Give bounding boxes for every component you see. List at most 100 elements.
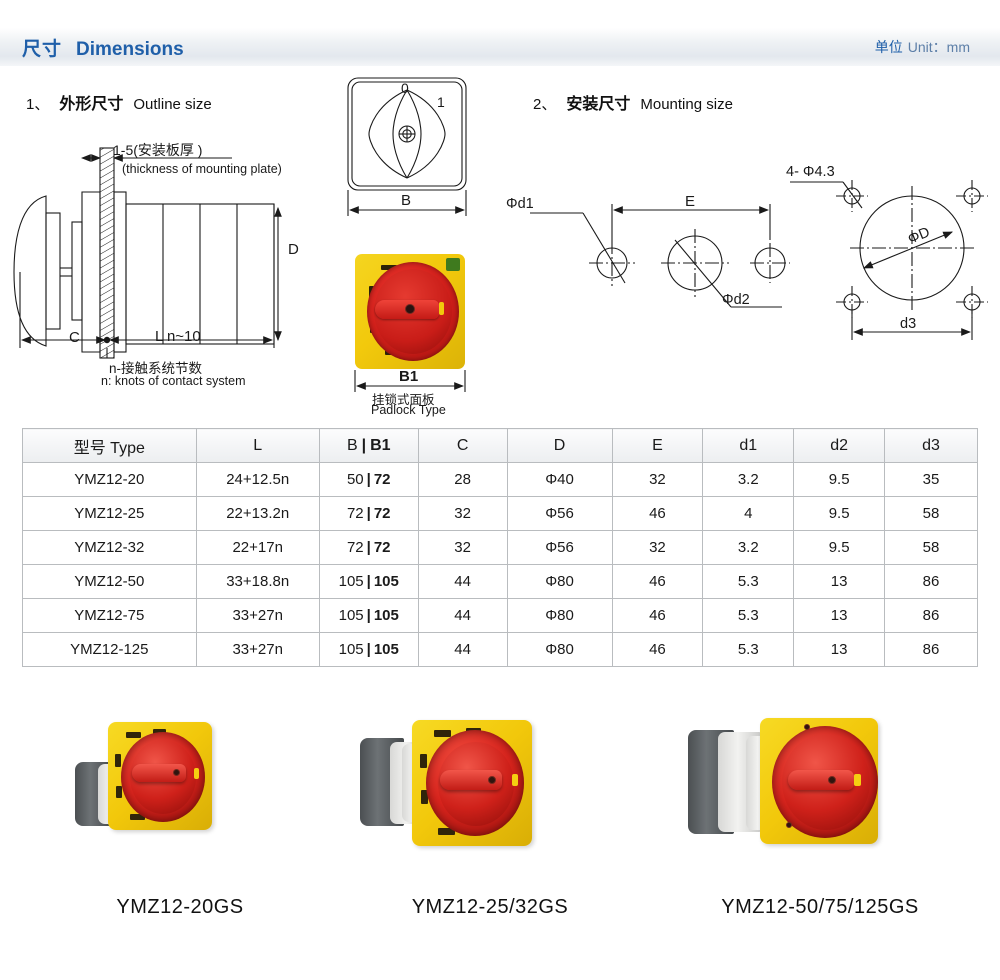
- switch-vent-slot: [126, 732, 141, 738]
- label-four-holes-diameter: 4- Φ4.3: [786, 164, 835, 180]
- cell-e: 46: [611, 632, 704, 667]
- cell-b: 105: [338, 607, 364, 624]
- cell-e: 46: [611, 496, 704, 531]
- label-switch-position-1: 1: [437, 94, 445, 110]
- label-switch-position-0: 0: [401, 80, 409, 96]
- cell-d2: 13: [793, 564, 886, 599]
- cell-b: 72: [346, 505, 364, 522]
- label-dim-d: D: [288, 241, 299, 258]
- cell-b: 105: [338, 573, 364, 590]
- cell-type: YMZ12-75: [22, 598, 197, 633]
- column-header-c: C: [417, 428, 508, 463]
- cell-e: 46: [611, 598, 704, 633]
- label-plate-thickness-cn: 1-5(安装板厚 ): [113, 142, 203, 158]
- section-number-1: 1、: [26, 96, 50, 113]
- product-photo-gallery: YMZ12-20GS YMZ12-25/32GS: [0, 700, 1000, 960]
- cell-l: 33+27n: [195, 598, 320, 633]
- datum-point: [103, 336, 111, 344]
- label-dim-b1: B1: [399, 368, 419, 385]
- table-row: YMZ12-20 24+12.5n 50 | 72 28 Φ40 32 3.2 9.5 35: [22, 462, 978, 497]
- cell-c: 44: [417, 564, 508, 599]
- cell-separator: |: [366, 471, 371, 488]
- column-header-d1: d1: [702, 428, 795, 463]
- switch-mount-screw: [804, 724, 810, 730]
- cell-d1: 3.2: [702, 530, 795, 565]
- cell-d1: 4: [702, 496, 795, 531]
- table-row: YMZ12-75 33+27n 105 | 105 44 Φ80 46 5.3 13 86: [22, 598, 978, 633]
- switch-center-pin: [828, 776, 836, 784]
- column-header-separator: |: [361, 436, 367, 454]
- cell-l: 22+17n: [195, 530, 320, 565]
- switch-vent-slot: [421, 790, 428, 804]
- cell-b: 72: [346, 539, 364, 556]
- label-dim-l: L n~10: [155, 328, 201, 345]
- switch-red-lever: [440, 770, 502, 790]
- label-diameter-big-d: ΦD: [905, 224, 933, 248]
- cell-b: 50: [346, 471, 364, 488]
- product-photo-ymz12-20gs: [20, 700, 340, 880]
- cell-b-b1: 105 | 105: [318, 564, 419, 599]
- unit-label-cn: 单位: [874, 39, 903, 55]
- label-padlock-en: Padlock Type: [371, 403, 446, 417]
- label-diameter-d1: Φd1: [506, 196, 534, 212]
- padlock-center-screw: [405, 304, 415, 314]
- padlock-type-switch-photo: [355, 254, 465, 372]
- section-title-mounting-size: 2、 安装尺寸 Mounting size: [533, 90, 733, 114]
- cell-b-b1: 105 | 105: [318, 598, 419, 633]
- padlock-vent-slot: [381, 265, 397, 270]
- section-number-2: 2、: [533, 96, 557, 113]
- cell-d2: 9.5: [793, 496, 886, 531]
- cell-d3: 35: [884, 462, 978, 497]
- cell-type: YMZ12-50: [22, 564, 197, 599]
- switch-vent-slot: [116, 786, 122, 798]
- switch-center-pin: [173, 769, 180, 776]
- cell-type: YMZ12-20: [22, 462, 197, 497]
- column-header-b-b1: B | B1: [318, 428, 419, 463]
- switch-mount-screw: [786, 822, 792, 828]
- cell-d2: 9.5: [793, 462, 886, 497]
- column-header-e: E: [611, 428, 704, 463]
- label-knots-en: n: knots of contact system: [101, 374, 246, 388]
- cell-b-b1: 50 | 72: [318, 462, 419, 497]
- header-title-en: Dimensions: [76, 38, 184, 60]
- switch-red-lever: [132, 764, 186, 782]
- cell-d2: 13: [793, 598, 886, 633]
- product-item: YMZ12-20GS: [20, 700, 340, 919]
- table-header-row: 型号 Type L B | B1 C D E d1 d2 d3: [22, 428, 978, 463]
- cell-d2: 13: [793, 632, 886, 667]
- cell-d: Φ56: [506, 530, 613, 565]
- cell-b1: 105: [373, 607, 399, 624]
- cell-b1: 72: [373, 505, 391, 522]
- cell-b-b1: 72 | 72: [318, 496, 419, 531]
- label-padlock-cn: 挂锁式面板: [372, 393, 435, 407]
- cell-c: 32: [417, 496, 508, 531]
- switch-vent-slot: [434, 730, 451, 737]
- section-label-outline-en: Outline size: [133, 96, 212, 113]
- label-dim-e: E: [685, 193, 696, 210]
- product-item: YMZ12-25/32GS: [330, 700, 650, 919]
- switch-lock-tab: [512, 774, 518, 786]
- cell-c: 44: [417, 598, 508, 633]
- cell-b-b1: 105 | 105: [318, 632, 419, 667]
- cell-d: Φ40: [506, 462, 613, 497]
- table-row: YMZ12-50 33+18.8n 105 | 105 44 Φ80 46 5.3 13 86: [22, 564, 978, 599]
- cell-d1: 5.3: [702, 564, 795, 599]
- label-dim-c: C: [69, 329, 80, 346]
- cell-b1: 105: [373, 573, 399, 590]
- cell-l: 22+13.2n: [195, 496, 320, 531]
- cell-d3: 58: [884, 530, 978, 565]
- cell-d1: 5.3: [702, 598, 795, 633]
- product-item: YMZ12-50/75/125GS: [660, 700, 980, 919]
- cell-b-b1: 72 | 72: [318, 530, 419, 565]
- table-row: YMZ12-125 33+27n 105 | 105 44 Φ80 46 5.3 13 86: [22, 632, 978, 667]
- unit-label-en: Unit：mm: [907, 39, 970, 55]
- cell-d: Φ80: [506, 632, 613, 667]
- cell-l: 33+27n: [195, 632, 320, 667]
- product-photo-ymz12-50-75-125gs: [660, 700, 980, 880]
- mounting-4-hole-pattern-drawing: [790, 180, 988, 340]
- page-header-band: 尺寸 Dimensions 单位 Unit：mm: [0, 28, 1000, 66]
- table-row: YMZ12-32 22+17n 72 | 72 32 Φ56 32 3.2 9.5 58: [22, 530, 978, 565]
- cell-c: 32: [417, 530, 508, 565]
- cell-e: 32: [611, 530, 704, 565]
- cell-separator: |: [366, 539, 371, 556]
